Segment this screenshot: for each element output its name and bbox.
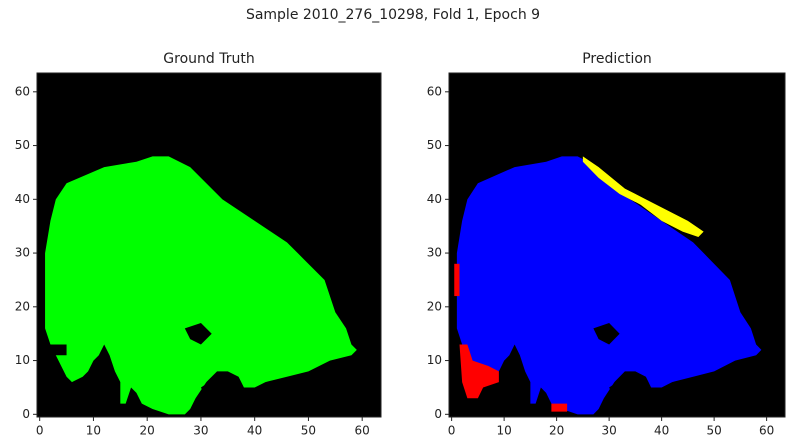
image-panel [37, 73, 381, 417]
x-tick-label: 50 [706, 424, 721, 438]
red-region [454, 264, 459, 296]
y-tick-label: 30 [15, 246, 30, 260]
mask-hole [50, 344, 66, 355]
x-tick-label: 60 [355, 424, 370, 438]
y-tick-label: 0 [434, 407, 442, 421]
x-tick-label: 40 [247, 424, 262, 438]
y-tick-label: 50 [427, 138, 442, 152]
axes-title: Ground Truth [163, 51, 254, 67]
image-panel [449, 73, 785, 417]
x-tick-label: 10 [86, 424, 101, 438]
y-tick-label: 0 [22, 407, 30, 421]
y-tick-label: 10 [427, 353, 442, 367]
y-tick-label: 60 [427, 84, 442, 98]
figure-title: Sample 2010_276_10298, Fold 1, Epoch 9 [246, 7, 540, 23]
x-tick-label: 50 [301, 424, 316, 438]
y-tick-label: 50 [15, 138, 30, 152]
x-tick-label: 20 [140, 424, 155, 438]
y-tick-label: 20 [427, 299, 442, 313]
x-tick-label: 0 [36, 424, 44, 438]
x-tick-label: 30 [601, 424, 616, 438]
y-tick-label: 40 [427, 192, 442, 206]
red-region [551, 404, 567, 412]
x-tick-label: 30 [193, 424, 208, 438]
x-tick-label: 20 [549, 424, 564, 438]
y-tick-label: 60 [15, 84, 30, 98]
axes-title: Prediction [582, 51, 652, 67]
x-tick-label: 10 [496, 424, 511, 438]
y-tick-label: 20 [15, 299, 30, 313]
y-tick-label: 30 [427, 246, 442, 260]
figure: Sample 2010_276_10298, Fold 1, Epoch 9 G… [0, 0, 787, 442]
x-tick-label: 60 [759, 424, 774, 438]
x-tick-label: 0 [448, 424, 456, 438]
y-tick-label: 10 [15, 353, 30, 367]
y-tick-label: 40 [15, 192, 30, 206]
x-tick-label: 40 [654, 424, 669, 438]
